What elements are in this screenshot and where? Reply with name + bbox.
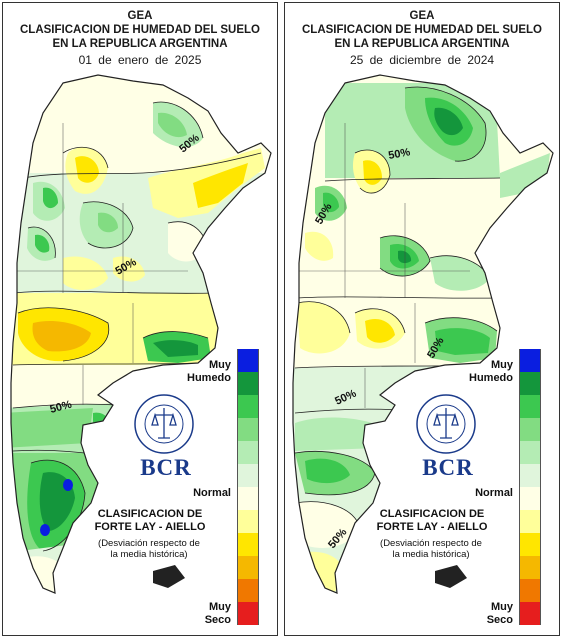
contour-label: 50% — [387, 146, 411, 162]
bcr-seal-icon — [134, 394, 194, 454]
legend-swatch — [237, 556, 259, 579]
method-title: CLASIFICACION DE FORTE LAY - AIELLO — [94, 508, 206, 533]
legend-label-muy-humedo: Muy Humedo — [187, 359, 231, 384]
legend-label-normal: Normal — [193, 487, 231, 499]
legend-swatch — [237, 349, 259, 372]
legend-swatch — [237, 418, 259, 441]
legend-swatch — [237, 395, 259, 418]
legend-swatch — [519, 441, 541, 464]
legend-swatch — [519, 533, 541, 556]
legend-swatch — [519, 418, 541, 441]
map-date: 25 de diciembre de 2024 — [349, 53, 495, 67]
bcr-logo: BCR — [140, 455, 192, 480]
map-panel-left: GEA CLASIFICACION DE HUMEDAD DEL SUELO E… — [2, 2, 278, 636]
map-title-line1: CLASIFICACION DE HUMEDAD DEL SUELO — [301, 24, 543, 36]
legend-swatch — [237, 510, 259, 533]
legend-swatch — [237, 464, 259, 487]
method-note: (Desviación respecto de la media históri… — [98, 538, 200, 560]
legend-swatch — [519, 372, 541, 395]
legend-swatch — [519, 556, 541, 579]
map-title-line2: EN LA REPUBLICA ARGENTINA — [52, 38, 228, 50]
contour-label: 50% — [49, 399, 74, 416]
org-label: GEA — [127, 10, 153, 22]
legend-label-muy-humedo: Muy Humedo — [469, 359, 513, 384]
legend-swatch — [237, 487, 259, 510]
legend-swatch — [237, 602, 259, 625]
legend-swatch — [519, 510, 541, 533]
bcr-seal-icon — [416, 394, 476, 454]
map-title-line2: EN LA REPUBLICA ARGENTINA — [334, 38, 510, 50]
map-title-line1: CLASIFICACION DE HUMEDAD DEL SUELO — [19, 24, 261, 36]
legend-label-muy-seco: Muy Seco — [204, 601, 231, 626]
legend-swatch — [237, 533, 259, 556]
legend-swatch — [519, 395, 541, 418]
legend-swatch — [237, 372, 259, 395]
legend-swatch — [237, 441, 259, 464]
legend-swatch — [519, 464, 541, 487]
method-title: CLASIFICACION DE FORTE LAY - AIELLO — [376, 508, 488, 533]
org-label: GEA — [409, 10, 435, 22]
argentina-soil-moisture-map: 50% 50% 50% 50% 50% — [292, 74, 554, 594]
legend-color-bar — [519, 349, 541, 625]
legend-label-normal: Normal — [475, 487, 513, 499]
legend-swatch — [519, 349, 541, 372]
legend-color-bar — [237, 349, 259, 625]
legend-swatch — [519, 602, 541, 625]
legend-swatch — [237, 579, 259, 602]
map-date: 01 de enero de 2025 — [78, 53, 202, 67]
method-note: (Desviación respecto de la media históri… — [380, 538, 482, 560]
legend-swatch — [519, 487, 541, 510]
map-panel-right: GEA CLASIFICACION DE HUMEDAD DEL SUELO E… — [284, 2, 560, 636]
legend-label-muy-seco: Muy Seco — [486, 601, 513, 626]
argentina-soil-moisture-map: 50% 50% 50% — [10, 74, 272, 594]
legend-swatch — [519, 579, 541, 602]
bcr-logo: BCR — [422, 455, 474, 480]
